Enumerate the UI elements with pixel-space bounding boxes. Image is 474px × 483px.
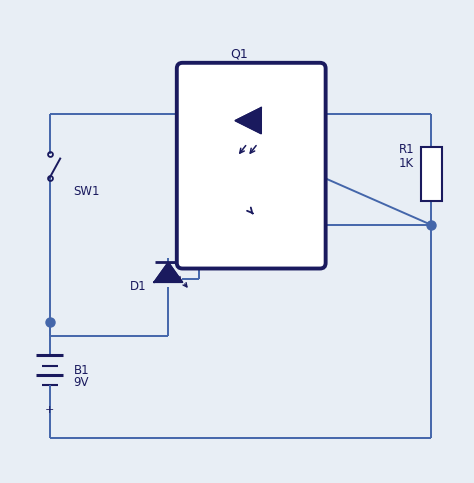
Text: SW1: SW1 (73, 185, 100, 198)
Text: Q1: Q1 (230, 47, 248, 60)
Text: 9V: 9V (73, 376, 89, 389)
FancyBboxPatch shape (421, 147, 442, 201)
Polygon shape (235, 108, 261, 134)
Text: B1: B1 (73, 364, 89, 377)
Text: R1: R1 (399, 142, 415, 156)
Text: D1: D1 (130, 280, 147, 293)
Polygon shape (154, 262, 182, 282)
Text: 1K: 1K (399, 157, 414, 170)
FancyBboxPatch shape (177, 63, 326, 269)
Text: +: + (45, 405, 55, 415)
